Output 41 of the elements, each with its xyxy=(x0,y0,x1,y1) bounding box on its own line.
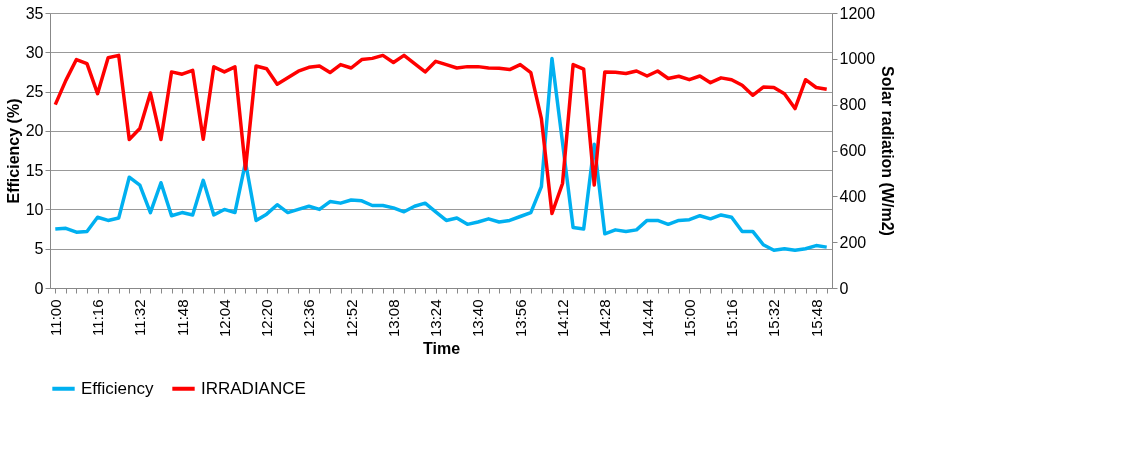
x-tick-label: 15:16 xyxy=(723,299,741,338)
y-tick-label: 35 xyxy=(25,4,44,22)
legend-label: Efficiency xyxy=(81,378,154,398)
x-tick-label: 11:48 xyxy=(173,299,191,336)
x-tick-label: 12:04 xyxy=(215,299,233,338)
y2-tick-label: 200 xyxy=(839,233,867,251)
x-tick-label: 14:12 xyxy=(554,299,572,338)
y2-tick-label: 400 xyxy=(839,187,867,205)
x-tick-label: 13:08 xyxy=(384,299,402,338)
x-axis-title: Time xyxy=(422,340,461,358)
x-tick-label: 12:20 xyxy=(258,299,276,338)
y-tick-label: 0 xyxy=(34,279,44,297)
x-tick-label: 15:48 xyxy=(807,299,825,338)
y2-tick-label: 1000 xyxy=(839,50,876,68)
x-tick-label: 13:56 xyxy=(511,299,529,338)
y-tick-label: 10 xyxy=(25,200,44,218)
x-tick-label: 15:32 xyxy=(765,299,783,338)
x-tick-label: 12:36 xyxy=(300,299,318,338)
x-tick-label: 15:00 xyxy=(680,299,698,338)
y-tick-label: 30 xyxy=(25,43,44,61)
y2-tick-label: 600 xyxy=(839,142,867,159)
line-series xyxy=(53,53,829,216)
line-series xyxy=(53,56,829,253)
y-tick-label: 15 xyxy=(25,161,44,179)
x-tick-label: 11:32 xyxy=(131,299,149,336)
y2-tick-label: 0 xyxy=(839,279,849,297)
x-tick-label: 13:24 xyxy=(427,299,445,338)
y2-tick-label: 800 xyxy=(839,96,867,114)
y2-tick-label: 1200 xyxy=(839,4,876,22)
x-tick-label: 11:16 xyxy=(89,299,107,336)
x-tick-label: 11:00 xyxy=(46,299,64,336)
y-tick-label: 20 xyxy=(25,122,44,140)
legend-label: IRRADIANCE xyxy=(201,378,306,398)
y-tick-label: 5 xyxy=(34,240,44,258)
y-tick-label: 25 xyxy=(25,83,44,101)
y2-axis-title: Solar radiation (W/m2) xyxy=(879,66,897,236)
x-tick-label: 12:52 xyxy=(342,299,360,338)
x-tick-label: 14:44 xyxy=(638,299,656,338)
y-axis-title: Efficiency (%) xyxy=(4,98,22,204)
x-tick-label: 13:40 xyxy=(469,299,487,338)
x-tick-label: 14:28 xyxy=(596,299,614,338)
